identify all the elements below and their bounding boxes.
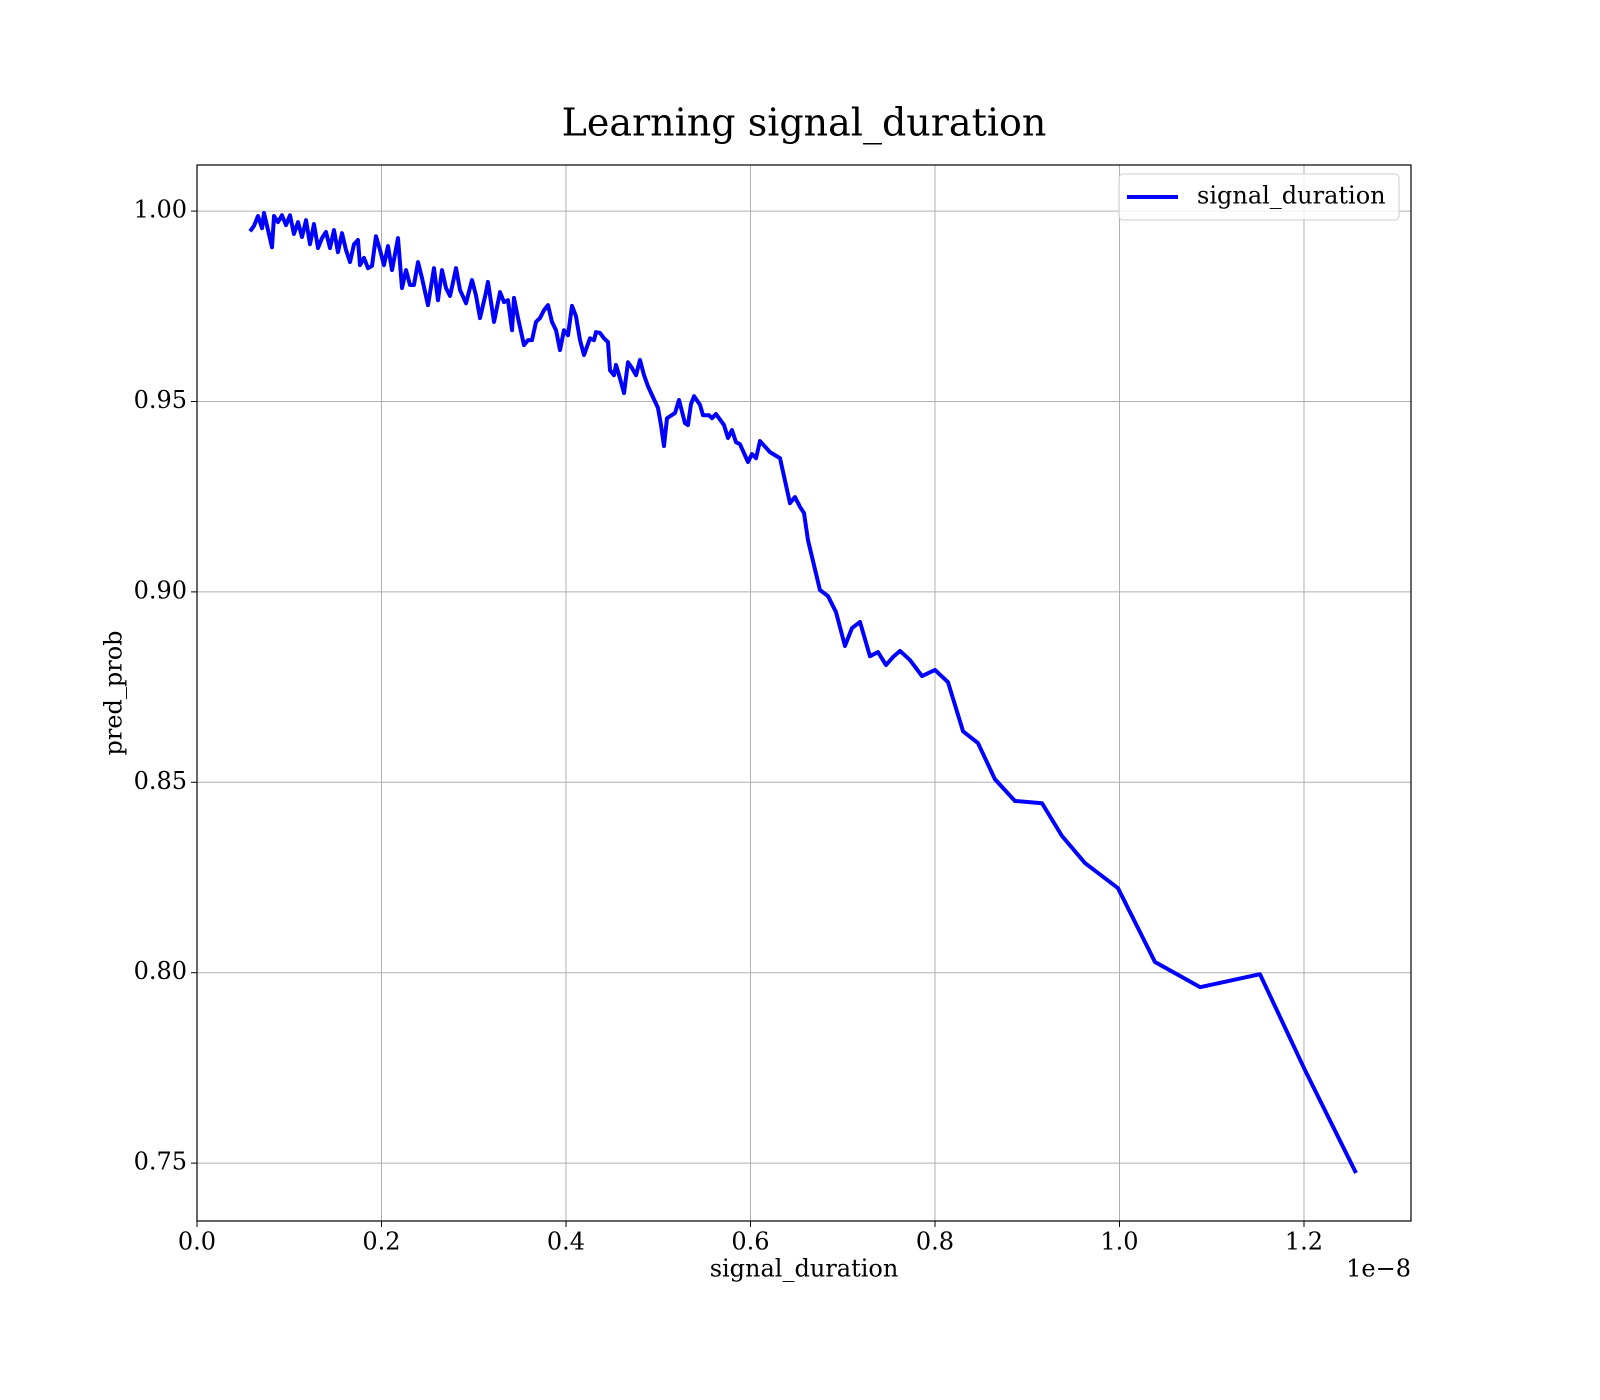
- y-tick-label: 0.90: [134, 576, 187, 604]
- x-tick-label: 0.0: [178, 1228, 216, 1256]
- y-tick-label: 1.00: [134, 196, 187, 224]
- y-axis-label: pred_prob: [100, 630, 128, 755]
- chart-title: Learning signal_duration: [562, 101, 1047, 146]
- x-tick-label: 1.0: [1100, 1228, 1138, 1256]
- x-tick-label: 0.2: [362, 1228, 400, 1256]
- x-tick-label: 1.2: [1285, 1228, 1323, 1256]
- legend-box: [1118, 173, 1400, 221]
- x-tick-label: 0.8: [916, 1228, 954, 1256]
- plot-frame: [196, 164, 1412, 1222]
- x-axis-label: signal_duration: [710, 1255, 899, 1283]
- legend-label: signal_duration: [1197, 182, 1386, 210]
- y-tick-label: 0.75: [134, 1148, 187, 1176]
- y-tick-label: 0.80: [134, 957, 187, 985]
- x-offset-label: 1e−8: [1346, 1255, 1411, 1283]
- x-tick-label: 0.4: [547, 1228, 585, 1256]
- y-tick-label: 0.95: [134, 386, 187, 414]
- y-tick-label: 0.85: [134, 767, 187, 795]
- data-line: [248, 210, 1358, 1174]
- x-tick-label: 0.6: [731, 1228, 769, 1256]
